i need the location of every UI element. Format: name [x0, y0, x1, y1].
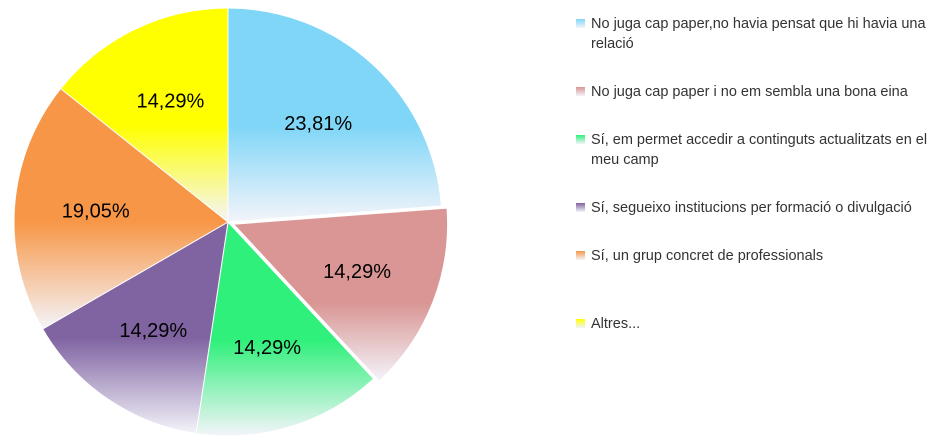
pie-slice: [232, 207, 449, 382]
legend-label: Sí, segueixo institucions per formació o…: [591, 200, 912, 216]
pie-slice: [41, 221, 229, 435]
legend-item: No juga cap paper i no em sembla una bon…: [576, 82, 948, 102]
pie-slice: [13, 87, 229, 330]
data-label: 14,29%: [137, 91, 205, 113]
legend-label: No juga cap paper,no havia pensat que hi…: [591, 16, 926, 52]
pie-slice: [227, 7, 442, 223]
legend-item: Altres...: [576, 314, 948, 334]
legend-label: Sí, em permet accedir a continguts actua…: [591, 132, 928, 168]
legend-label: Sí, un grup concret de professionals: [591, 248, 824, 264]
data-label: 19,05%: [62, 200, 130, 222]
data-label: 14,29%: [323, 261, 391, 283]
data-label: 14,29%: [233, 337, 301, 359]
legend-label: Altres...: [591, 316, 641, 332]
legend-swatch: [576, 251, 585, 260]
legend-swatch: [576, 319, 585, 328]
legend-item: Sí, em permet accedir a continguts actua…: [576, 130, 948, 170]
legend-item: No juga cap paper,no havia pensat que hi…: [576, 14, 948, 54]
legend-item: Sí, un grup concret de professionals: [576, 246, 948, 266]
pie-slice: [59, 7, 229, 224]
data-label: 14,29%: [119, 320, 187, 342]
pie-area: 23,81% 14,29% 14,29% 14,29% 19,05% 14,29%: [13, 7, 449, 436]
data-label: 23,81%: [284, 113, 352, 135]
legend-swatch: [576, 19, 585, 28]
legend-label: No juga cap paper i no em sembla una bon…: [591, 84, 908, 100]
legend: No juga cap paper,no havia pensat que hi…: [576, 14, 948, 334]
pie-slice: [195, 220, 375, 436]
legend-swatch: [576, 135, 585, 144]
legend-item: Sí, segueixo institucions per formació o…: [576, 198, 948, 218]
legend-swatch: [576, 87, 585, 96]
legend-swatch: [576, 203, 585, 212]
